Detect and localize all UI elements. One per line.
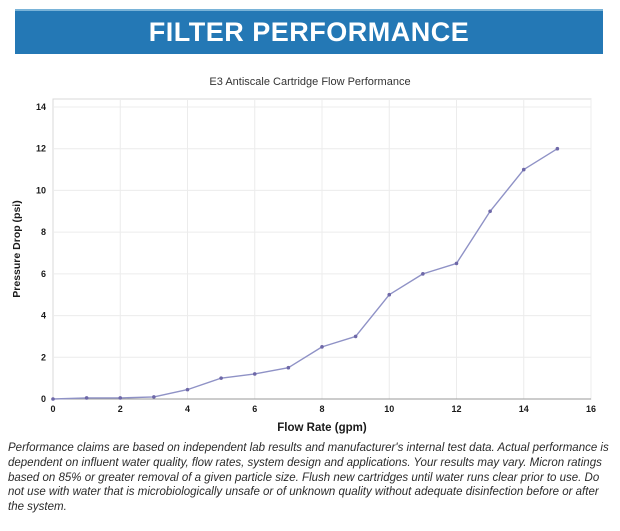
x-tick-label: 10: [384, 404, 394, 414]
page-title-banner: FILTER PERFORMANCE: [15, 9, 603, 54]
data-point-marker: [488, 209, 492, 214]
data-point-marker: [521, 167, 526, 172]
data-point-marker: [387, 292, 392, 297]
y-axis-title: Pressure Drop (psi): [11, 200, 23, 297]
data-point-marker: [421, 272, 425, 276]
data-point-marker: [152, 395, 156, 399]
y-tick-label: 14: [36, 102, 46, 112]
data-point-marker: [51, 397, 55, 401]
y-tick-label: 0: [41, 394, 46, 404]
flow-performance-chart: 0 2 4 6 8 10 12 14 0 2 4 6 8 10 12 14 16 Flow Rate (gpm) P…: [11, 98, 596, 434]
data-point-marker: [252, 372, 257, 376]
data-point-marker: [286, 365, 291, 370]
series-line: [52, 148, 558, 400]
x-tick-label: 12: [451, 404, 461, 414]
disclaimer-text: Performance claims are based on independ…: [8, 442, 609, 514]
x-tick-label: 6: [252, 404, 257, 414]
y-tick-label: 12: [36, 144, 46, 154]
data-point-marker: [353, 334, 358, 339]
x-tick-label: 14: [519, 404, 529, 414]
data-point-marker: [84, 396, 89, 400]
data-point-marker: [219, 376, 223, 380]
y-tick-label: 10: [36, 185, 46, 195]
x-tick-label: 16: [586, 404, 596, 414]
chart-title: E3 Antiscale Cartridge Flow Performance: [209, 76, 411, 88]
x-tick-label: 0: [50, 404, 55, 414]
data-point-marker: [454, 261, 459, 266]
x-tick-label: 4: [185, 404, 190, 414]
page-title: FILTER PERFORMANCE: [148, 17, 470, 47]
y-tick-label: 6: [41, 269, 46, 279]
x-axis-title: Flow Rate (gpm): [277, 422, 367, 434]
x-tick-label: 8: [319, 404, 324, 414]
data-point-marker: [118, 396, 123, 400]
y-tick-label: 4: [41, 311, 46, 321]
x-tick-label: 2: [118, 404, 123, 414]
data-point-marker: [185, 387, 190, 392]
y-tick-label: 2: [41, 352, 46, 362]
y-tick-label: 8: [41, 227, 46, 237]
data-point-marker: [320, 345, 324, 349]
data-point-marker: [555, 146, 560, 151]
